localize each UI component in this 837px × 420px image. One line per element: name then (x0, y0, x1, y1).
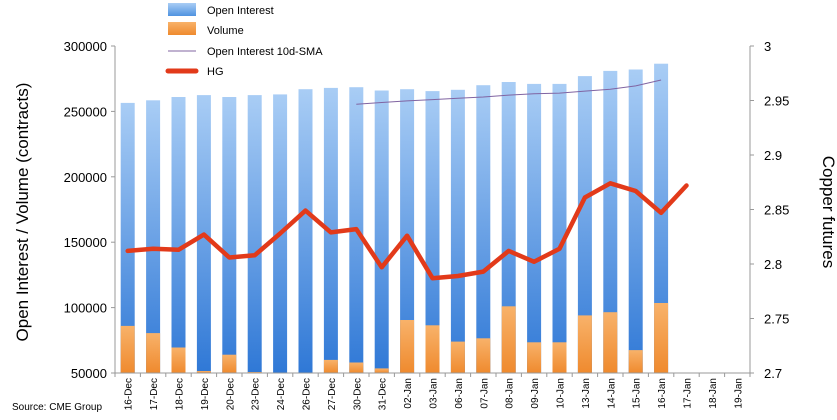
y-tick-300000: 300000 (64, 39, 107, 54)
volume-bar-07-jan (476, 338, 491, 373)
oi-bar-09-jan (527, 83, 542, 374)
x-tick-19-dec: 19-Dec (200, 378, 211, 410)
y-axis-title: Open Interest / Volume (contracts) (13, 83, 32, 342)
volume-bar-18-dec (171, 347, 186, 373)
volume-bar-10-jan (552, 342, 567, 373)
legend-label-open-interest: Open Interest (207, 5, 274, 17)
oi-bar-31-dec (374, 90, 389, 373)
right-axis-ticks: 2.7 2.75 2.8 2.85 2.9 2.95 3 (750, 39, 789, 381)
oi-bar-08-jan (501, 82, 516, 373)
oi-bar-18-dec (171, 97, 186, 373)
y2-tick-2-85: 2.85 (764, 203, 789, 218)
x-tick-16-dec: 16-Dec (124, 378, 135, 410)
y-tick-50000: 50000 (71, 366, 107, 381)
oi-bar-26-dec (298, 89, 313, 373)
oi-bar-02-jan (400, 89, 415, 373)
x-tick-17-dec: 17-Dec (149, 378, 160, 410)
y2-tick-2-8: 2.8 (764, 257, 782, 272)
left-axis-ticks: 50000 100000 150000 200000 250000 300000 (64, 39, 115, 381)
series-lines (125, 79, 689, 281)
oi-bar-03-jan (425, 91, 440, 373)
oi-bar-23-dec (247, 95, 262, 373)
x-tick-02-jan: 02-Jan (403, 378, 414, 409)
x-axis-ticks: 16-Dec 17-Dec 18-Dec 19-Dec 20-Dec 23-Dec 24-D… (114, 373, 751, 410)
volume-bar-14-jan (603, 312, 618, 373)
sma-line (356, 79, 662, 105)
legend-label-volume: Volume (207, 25, 244, 37)
x-tick-17-jan: 17-Jan (683, 378, 694, 409)
x-tick-08-jan: 08-Jan (505, 378, 516, 409)
x-tick-16-jan: 16-Jan (657, 378, 668, 409)
y-tick-100000: 100000 (64, 301, 107, 316)
legend-label-sma: Open Interest 10d-SMA (207, 46, 323, 58)
oi-bar-06-jan (450, 89, 465, 374)
legend: Open Interest Volume Open Interest 10d-S… (165, 3, 323, 78)
volume-bar-16-jan (654, 303, 669, 373)
x-tick-24-dec: 24-Dec (276, 378, 287, 410)
oi-bar-10-jan (552, 83, 567, 374)
x-tick-03-jan: 03-Jan (429, 378, 440, 409)
x-tick-10-jan: 10-Jan (556, 378, 567, 409)
volume-bar-09-jan (527, 342, 542, 373)
x-tick-19-jan: 19-Jan (733, 378, 744, 409)
legend-swatch-open-interest (168, 3, 196, 16)
x-tick-23-dec: 23-Dec (251, 378, 262, 410)
oi-bar-07-jan (476, 85, 491, 373)
volume-bar-16-dec (120, 325, 135, 373)
volume-bar-31-dec (374, 368, 389, 373)
oi-bar-14-jan (603, 70, 618, 374)
x-tick-07-jan: 07-Jan (479, 378, 490, 409)
volume-bar-30-dec (349, 362, 364, 373)
volume-bar-19-dec (196, 371, 211, 373)
y2-tick-2-9: 2.9 (764, 148, 782, 163)
x-tick-18-jan: 18-Jan (708, 378, 719, 409)
x-tick-09-jan: 09-Jan (530, 378, 541, 409)
x-tick-18-dec: 18-Dec (175, 378, 186, 410)
volume-bars (120, 303, 669, 373)
x-tick-31-dec: 31-Dec (378, 378, 389, 410)
oi-bar-15-jan (628, 69, 643, 373)
volume-bar-20-dec (222, 354, 237, 373)
x-tick-13-jan: 13-Jan (581, 378, 592, 409)
oi-bar-16-jan (654, 63, 669, 373)
x-tick-14-jan: 14-Jan (606, 378, 617, 409)
oi-bar-13-jan (577, 76, 592, 373)
x-tick-15-jan: 15-Jan (632, 378, 643, 409)
x-tick-26-dec: 26-Dec (302, 378, 313, 410)
source-note: Source: CME Group (12, 402, 102, 413)
y-tick-150000: 150000 (64, 235, 107, 250)
volume-bar-15-jan (628, 350, 643, 373)
volume-bar-17-dec (146, 333, 161, 373)
legend-swatch-volume (168, 22, 196, 35)
x-tick-20-dec: 20-Dec (225, 378, 236, 410)
volume-bar-13-jan (577, 315, 592, 373)
y2-tick-3: 3 (764, 39, 771, 54)
oi-bar-20-dec (222, 97, 237, 373)
oi-bar-17-dec (146, 100, 161, 374)
volume-bar-02-jan (400, 320, 415, 373)
oi-bar-16-dec (120, 102, 135, 374)
x-tick-30-dec: 30-Dec (352, 378, 363, 410)
y2-tick-2-95: 2.95 (764, 94, 789, 109)
volume-bar-06-jan (450, 341, 465, 373)
y2-axis-title: Copper futures (819, 156, 837, 268)
y-tick-250000: 250000 (64, 104, 107, 119)
volume-bar-03-jan (425, 325, 440, 373)
y2-tick-2-7: 2.7 (764, 366, 782, 381)
hg-line (125, 181, 689, 281)
y2-tick-2-75: 2.75 (764, 312, 789, 327)
volume-bar-08-jan (501, 306, 516, 373)
volume-bar-27-dec (323, 359, 338, 373)
x-tick-27-dec: 27-Dec (327, 378, 338, 410)
legend-label-hg: HG (207, 66, 224, 78)
y-tick-200000: 200000 (64, 170, 107, 185)
x-tick-06-jan: 06-Jan (454, 378, 465, 409)
